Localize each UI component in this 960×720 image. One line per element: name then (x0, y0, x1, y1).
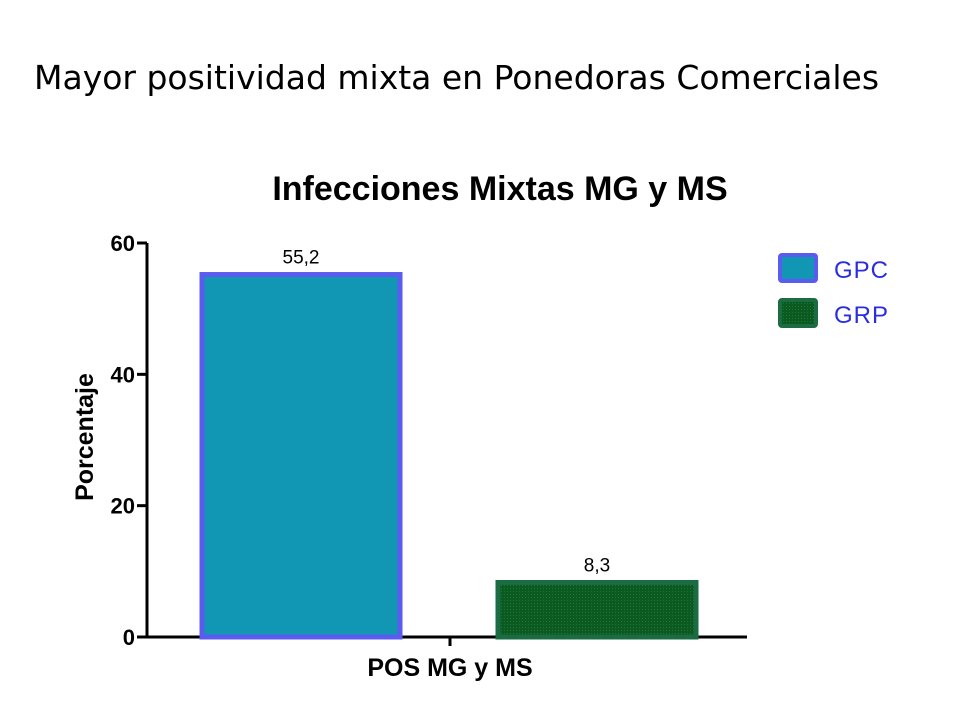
legend: GPC GRP (778, 253, 889, 329)
legend-swatch-gpc (778, 253, 818, 283)
bars: 55,2 8,3 (199, 248, 699, 640)
x-axis: POS MG y MS (147, 635, 747, 682)
slide-title: Mayor positividad mixta en Ponedoras Com… (34, 58, 880, 97)
y-tick-label: 0 (123, 625, 135, 650)
bar-gpc (199, 272, 403, 640)
legend-swatch-grp (778, 298, 818, 328)
y-axis-label: Porcentaje (71, 373, 99, 501)
chart-title: Infecciones Mixtas MG y MS (272, 170, 727, 208)
legend-label-grp: GRP (834, 302, 889, 329)
data-label: 55,2 (283, 248, 320, 269)
data-label: 8,3 (584, 555, 610, 576)
y-tick-label: 60 (111, 231, 135, 256)
y-axis: 0 20 40 60 (111, 231, 149, 650)
bar-grp (495, 579, 699, 640)
y-tick-label: 40 (111, 362, 135, 387)
y-tick-label: 20 (111, 494, 135, 519)
legend-label-gpc: GPC (834, 257, 889, 284)
x-tick-label: POS MG y MS (367, 654, 532, 682)
